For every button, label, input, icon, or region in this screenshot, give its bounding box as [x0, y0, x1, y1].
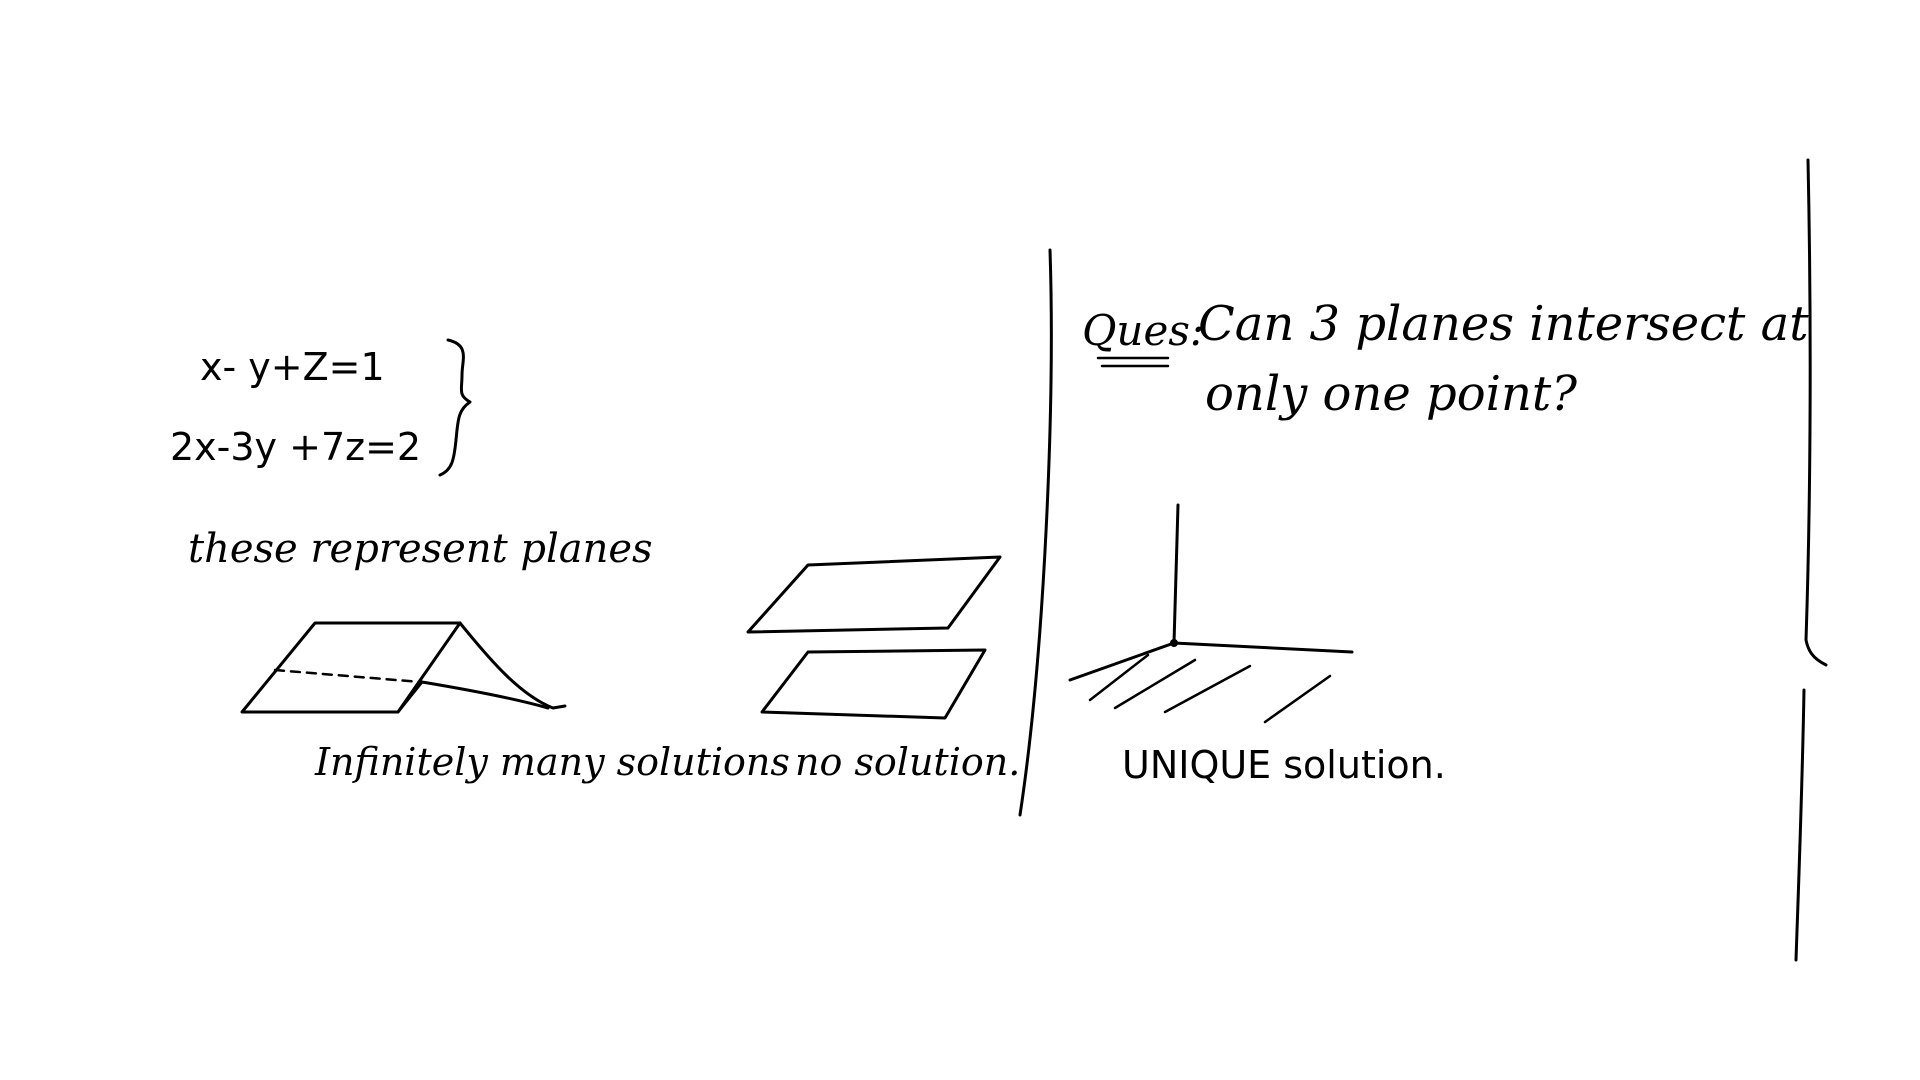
question-line-2: only one point?	[1205, 366, 1577, 422]
parallel-planes-sketch	[746, 555, 1002, 720]
planes-note: these represent planes	[188, 526, 653, 572]
infinite-solutions-label: Infinitely many solutions	[314, 740, 790, 784]
question-line-1: Can 3 planes intersect at	[1198, 296, 1809, 352]
question-prefix: Ques:	[1082, 306, 1204, 355]
right-edge-line-lower	[1794, 688, 1806, 962]
unique-solution-label: UNIQUE solution.	[1122, 743, 1446, 787]
equation-2: 2x-3y +7z=2	[170, 425, 421, 469]
section-divider	[1018, 248, 1053, 817]
equation-1: x- y+Z=1	[200, 345, 385, 389]
right-edge-line	[1804, 158, 1828, 667]
no-solution-label: no solution.	[795, 740, 1020, 784]
question-block: Ques: Can 3 planes intersect at only one…	[1082, 296, 1809, 422]
corner-planes-sketch	[1068, 503, 1354, 724]
intersecting-planes-sketch	[240, 621, 567, 714]
curly-brace	[438, 338, 472, 477]
prefix-underline	[1096, 356, 1170, 368]
equation-system: x- y+Z=1 2x-3y +7z=2	[170, 338, 472, 477]
